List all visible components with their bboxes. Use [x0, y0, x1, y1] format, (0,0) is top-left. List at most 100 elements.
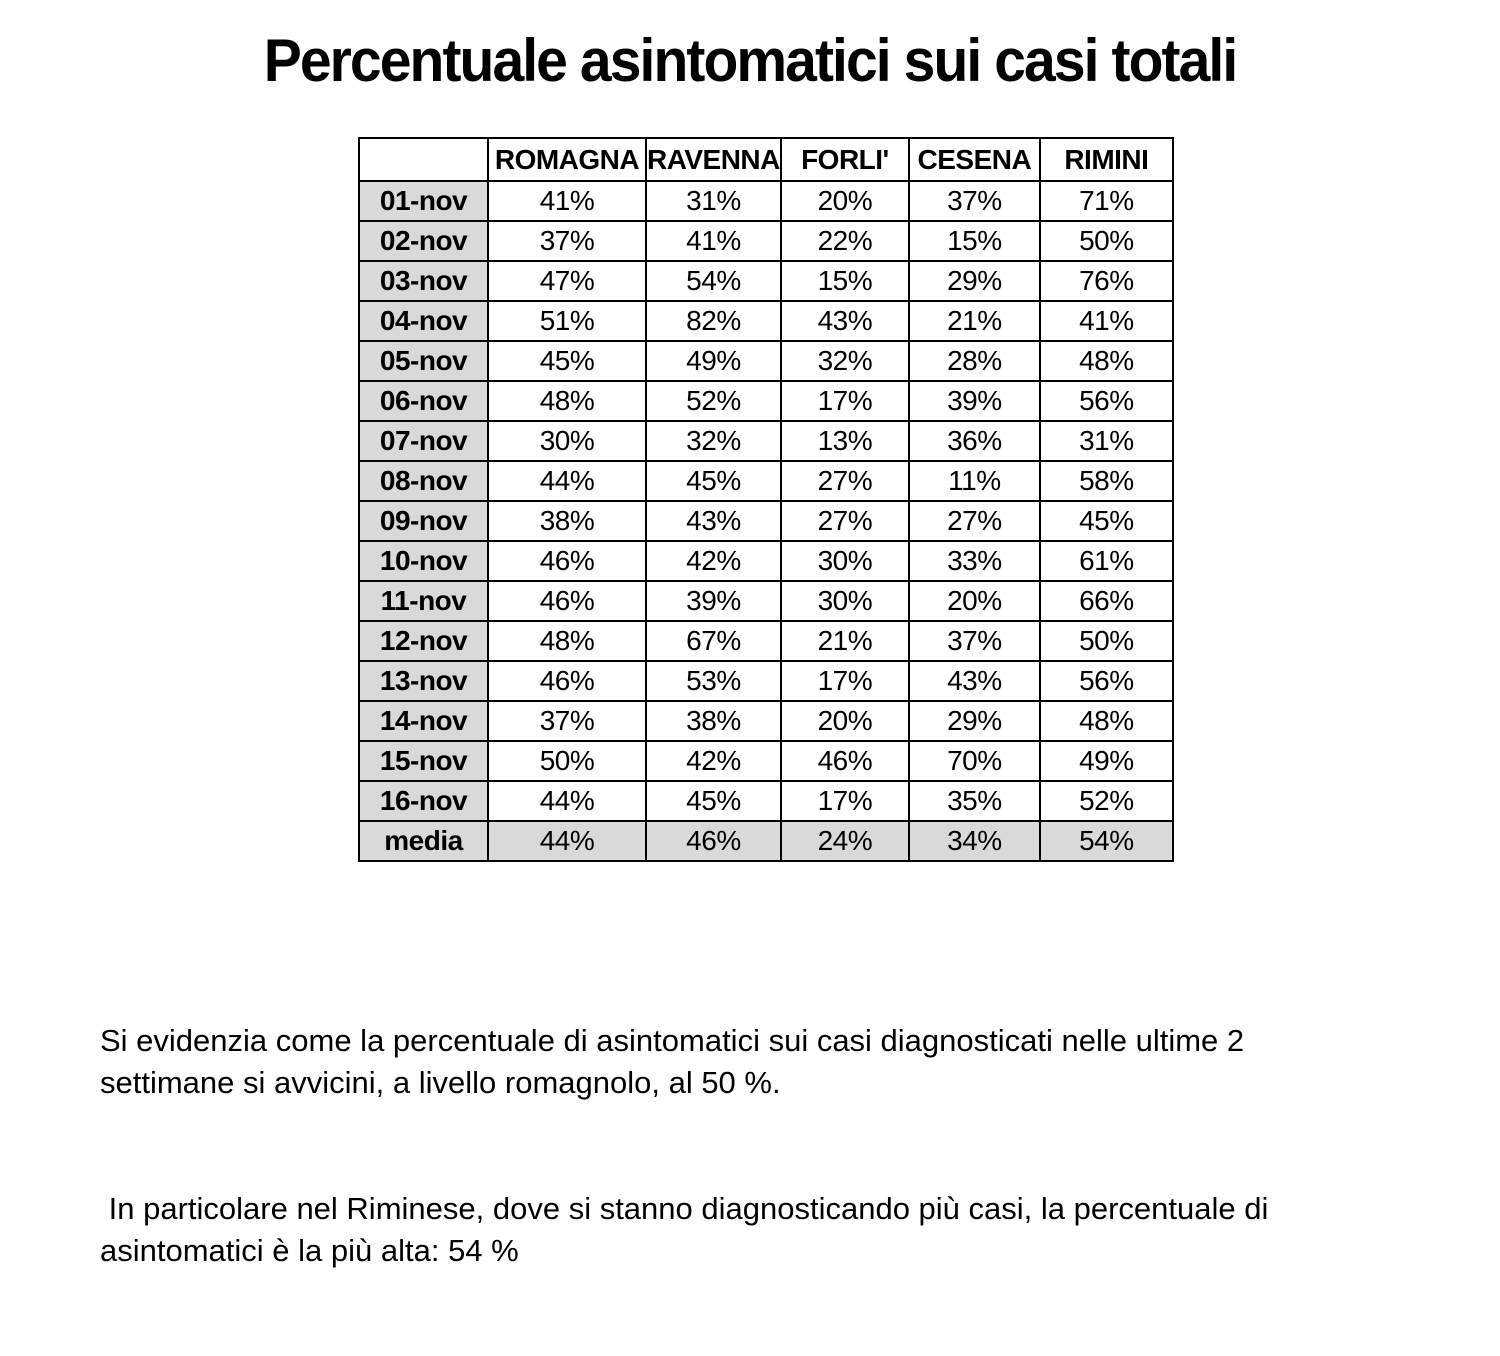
table-row: 09-nov 38% 43% 27% 27% 45%: [358, 500, 1174, 542]
row-label: 06-nov: [358, 380, 489, 422]
cell-ravenna: 45%: [645, 460, 782, 502]
cell-rimini: 49%: [1038, 740, 1174, 782]
asintomatici-table: ROMAGNA RAVENNA FORLI' CESENA RIMINI 01-…: [358, 137, 1174, 862]
cell-ravenna: 39%: [645, 580, 782, 622]
cell-forli: 21%: [779, 620, 910, 662]
cell-ravenna: 32%: [645, 420, 782, 462]
cell-rimini: 56%: [1038, 380, 1174, 422]
cell-cesena: 29%: [907, 260, 1041, 302]
cell-rimini: 45%: [1038, 500, 1174, 542]
cell-forli: 30%: [779, 580, 910, 622]
table-header: ROMAGNA RAVENNA FORLI' CESENA RIMINI: [358, 137, 1174, 182]
row-label: 11-nov: [358, 580, 489, 622]
cell-romagna: 37%: [487, 220, 647, 262]
cell-romagna: 38%: [487, 500, 647, 542]
cell-rimini: 54%: [1038, 820, 1174, 862]
row-label: 15-nov: [358, 740, 489, 782]
cell-rimini: 48%: [1038, 340, 1174, 382]
cell-cesena: 20%: [907, 580, 1041, 622]
cell-cesena: 37%: [907, 620, 1041, 662]
cell-cesena: 36%: [907, 420, 1041, 462]
cell-forli: 20%: [779, 180, 910, 222]
cell-cesena: 34%: [907, 820, 1041, 862]
column-header-rimini: RIMINI: [1038, 137, 1174, 182]
column-header-romagna: ROMAGNA: [487, 137, 647, 182]
cell-cesena: 70%: [907, 740, 1041, 782]
cell-cesena: 39%: [907, 380, 1041, 422]
table-row: 04-nov 51% 82% 43% 21% 41%: [358, 300, 1174, 342]
cell-cesena: 11%: [907, 460, 1041, 502]
header-row: ROMAGNA RAVENNA FORLI' CESENA RIMINI: [358, 137, 1174, 182]
cell-forli: 27%: [779, 500, 910, 542]
page-title: Percentuale asintomatici sui casi totali: [263, 27, 1238, 94]
cell-romagna: 41%: [487, 180, 647, 222]
cell-forli: 46%: [779, 740, 910, 782]
cell-cesena: 29%: [907, 700, 1041, 742]
cell-rimini: 41%: [1038, 300, 1174, 342]
commentary-paragraph-2: In particolare nel Riminese, dove si sta…: [100, 1191, 1269, 1268]
cell-cesena: 33%: [907, 540, 1041, 582]
corner-cell: [358, 137, 489, 182]
cell-cesena: 27%: [907, 500, 1041, 542]
cell-ravenna: 43%: [645, 500, 782, 542]
cell-ravenna: 52%: [645, 380, 782, 422]
cell-cesena: 35%: [907, 780, 1041, 822]
row-label: 04-nov: [358, 300, 489, 342]
cell-rimini: 61%: [1038, 540, 1174, 582]
row-label: 14-nov: [358, 700, 489, 742]
cell-romagna: 46%: [487, 540, 647, 582]
table-row: 01-nov 41% 31% 20% 37% 71%: [358, 180, 1174, 222]
cell-ravenna: 41%: [645, 220, 782, 262]
table-row: 06-nov 48% 52% 17% 39% 56%: [358, 380, 1174, 422]
cell-rimini: 58%: [1038, 460, 1174, 502]
cell-forli: 13%: [779, 420, 910, 462]
table-row: 14-nov 37% 38% 20% 29% 48%: [358, 700, 1174, 742]
cell-ravenna: 45%: [645, 780, 782, 822]
row-label: 09-nov: [358, 500, 489, 542]
table-row: media 44% 46% 24% 34% 54%: [358, 820, 1174, 862]
cell-cesena: 37%: [907, 180, 1041, 222]
cell-forli: 17%: [779, 660, 910, 702]
cell-forli: 24%: [779, 820, 910, 862]
row-label: 08-nov: [358, 460, 489, 502]
cell-romagna: 44%: [487, 460, 647, 502]
cell-forli: 17%: [779, 380, 910, 422]
cell-rimini: 52%: [1038, 780, 1174, 822]
row-label: 07-nov: [358, 420, 489, 462]
cell-ravenna: 38%: [645, 700, 782, 742]
cell-ravenna: 67%: [645, 620, 782, 662]
cell-romagna: 45%: [487, 340, 647, 382]
row-label: media: [358, 820, 489, 862]
row-label: 12-nov: [358, 620, 489, 662]
row-label: 13-nov: [358, 660, 489, 702]
cell-rimini: 76%: [1038, 260, 1174, 302]
cell-ravenna: 49%: [645, 340, 782, 382]
cell-cesena: 43%: [907, 660, 1041, 702]
commentary: Si evidenzia come la percentuale di asin…: [100, 936, 1430, 1356]
row-label: 02-nov: [358, 220, 489, 262]
cell-ravenna: 42%: [645, 740, 782, 782]
cell-forli: 43%: [779, 300, 910, 342]
table-row: 10-nov 46% 42% 30% 33% 61%: [358, 540, 1174, 582]
cell-forli: 15%: [779, 260, 910, 302]
table-row: 05-nov 45% 49% 32% 28% 48%: [358, 340, 1174, 382]
slide: Percentuale asintomatici sui casi totali…: [100, 27, 1269, 1268]
cell-forli: 30%: [779, 540, 910, 582]
cell-rimini: 50%: [1038, 220, 1174, 262]
cell-ravenna: 46%: [645, 820, 782, 862]
table-row: 08-nov 44% 45% 27% 11% 58%: [358, 460, 1174, 502]
table-row: 16-nov 44% 45% 17% 35% 52%: [358, 780, 1174, 822]
column-header-forli: FORLI': [779, 137, 910, 182]
table-row: 11-nov 46% 39% 30% 20% 66%: [358, 580, 1174, 622]
table-row: 15-nov 50% 42% 46% 70% 49%: [358, 740, 1174, 782]
table-row: 07-nov 30% 32% 13% 36% 31%: [358, 420, 1174, 462]
cell-romagna: 30%: [487, 420, 647, 462]
cell-ravenna: 54%: [645, 260, 782, 302]
cell-romagna: 44%: [487, 820, 647, 862]
table-row: 03-nov 47% 54% 15% 29% 76%: [358, 260, 1174, 302]
cell-romagna: 48%: [487, 620, 647, 662]
cell-ravenna: 42%: [645, 540, 782, 582]
column-header-ravenna: RAVENNA: [645, 137, 782, 182]
cell-romagna: 44%: [487, 780, 647, 822]
cell-romagna: 46%: [487, 580, 647, 622]
